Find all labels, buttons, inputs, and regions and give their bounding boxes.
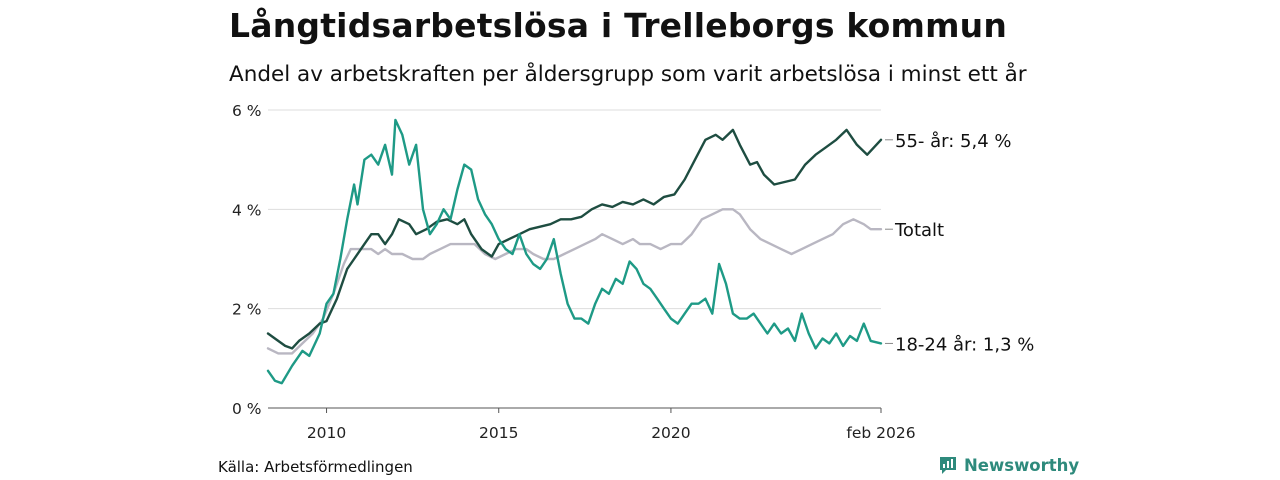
series-line-18-24-r <box>266 118 883 385</box>
brand-logo[interactable]: Newsworthy <box>938 455 1079 475</box>
series-lines <box>266 118 883 385</box>
x-tick-label: 2010 <box>307 424 346 442</box>
newsworthy-logo-icon <box>940 457 956 474</box>
gridlines <box>268 109 882 413</box>
y-tick-label: 4 % <box>232 201 262 219</box>
y-tick-label: 0 % <box>232 400 262 418</box>
series-end-label: 55- år: 5,4 % <box>895 131 1011 152</box>
series-end-label: Totalt <box>894 220 944 241</box>
x-tick-label: feb 2026 <box>846 424 915 442</box>
series-line-totalt <box>266 208 883 355</box>
axis-labels: 0 % 2 % 4 % 6 % 2010 2015 2020 feb 2026 Totalt 55… <box>232 102 1034 442</box>
series-line-55-r <box>266 128 883 350</box>
series-end-label: 18-24 år: 1,3 % <box>895 334 1034 355</box>
chart-subtitle: Andel av arbetskraften per åldersgrupp s… <box>229 62 1027 87</box>
x-tick-label: 2020 <box>651 424 690 442</box>
chart-title: Långtidsarbetslösa i Trelleborgs kommun <box>229 6 1008 45</box>
y-tick-label: 2 % <box>232 301 262 319</box>
source-note: Källa: Arbetsförmedlingen <box>218 458 413 476</box>
brand-name: Newsworthy <box>964 455 1080 475</box>
y-tick-label: 6 % <box>232 102 262 120</box>
x-tick-label: 2015 <box>479 424 518 442</box>
